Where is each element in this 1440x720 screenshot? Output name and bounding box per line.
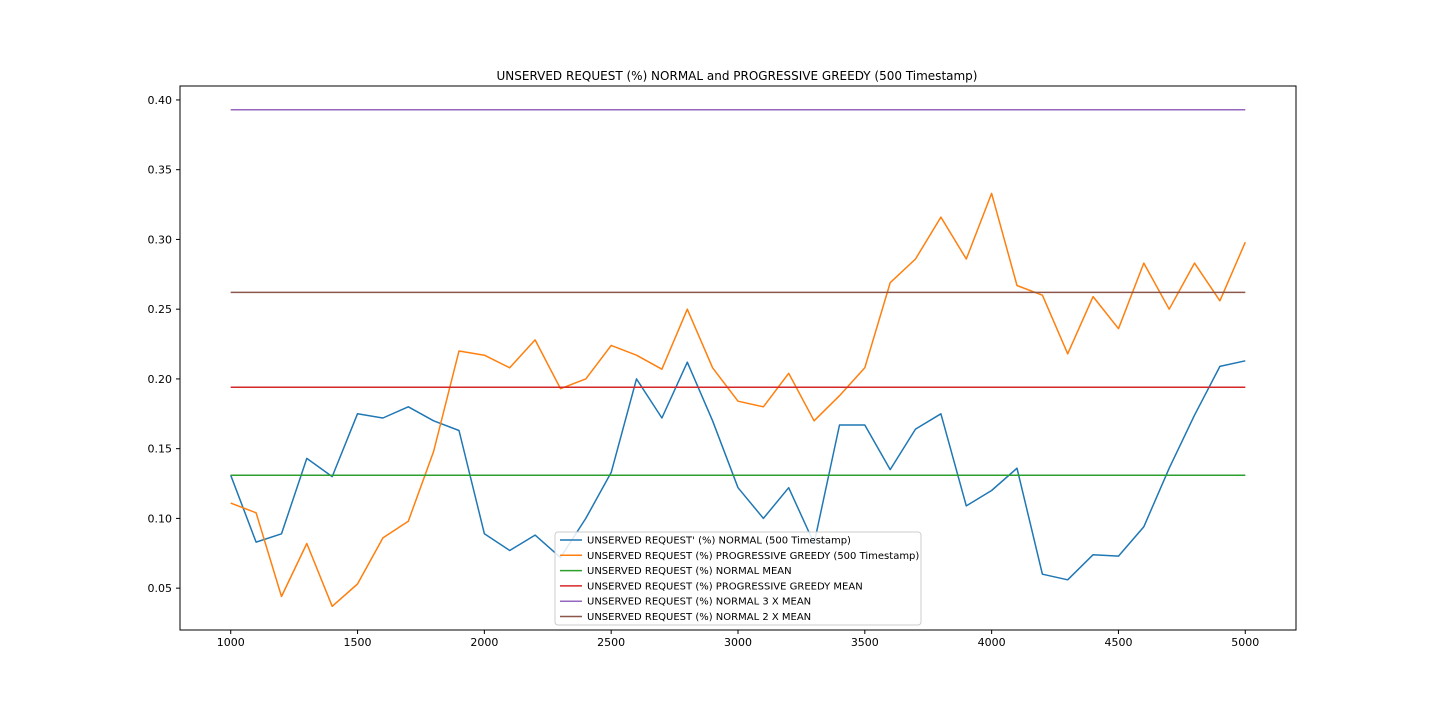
y-tick-label: 0.20 (148, 373, 173, 386)
y-tick-label: 0.35 (148, 164, 173, 177)
x-tick-label: 4000 (978, 636, 1006, 649)
x-tick-label: 3000 (724, 636, 752, 649)
legend-label: UNSERVED REQUEST (%) NORMAL 2 X MEAN (587, 612, 811, 623)
y-tick-label: 0.25 (148, 303, 173, 316)
chart-title: UNSERVED REQUEST (%) NORMAL and PROGRESS… (497, 69, 978, 83)
x-tick-label: 4500 (1104, 636, 1132, 649)
legend: UNSERVED REQUEST' (%) NORMAL (500 Timest… (554, 531, 922, 626)
x-tick-label: 5000 (1231, 636, 1259, 649)
x-tick-label: 2500 (597, 636, 625, 649)
y-tick-label: 0.10 (148, 512, 173, 525)
y-tick-label: 0.30 (148, 233, 173, 246)
x-tick-label: 3500 (851, 636, 879, 649)
legend-label: UNSERVED REQUEST (%) NORMAL 3 X MEAN (587, 597, 811, 608)
legend-box (554, 531, 922, 626)
y-axis: 0.05 0.10 0.15 0.20 0.25 0.30 0.35 0.40 (148, 94, 180, 595)
y-tick-label: 0.05 (148, 582, 173, 595)
y-tick-label: 0.40 (148, 94, 173, 107)
legend-label: UNSERVED REQUEST' (%) NORMAL (500 Timest… (587, 536, 851, 547)
series-line-2 (230, 192, 1246, 608)
x-tick-label: 1500 (344, 636, 372, 649)
x-tick-label: 2000 (470, 636, 498, 649)
legend-label: UNSERVED REQUEST (%) PROGRESSIVE GREEDY … (587, 581, 863, 592)
x-axis: 1000 1500 2000 2500 3000 3500 4000 4500 5000 (217, 630, 1259, 649)
x-tick-label: 1000 (217, 636, 245, 649)
legend-label: UNSERVED REQUEST (%) PROGRESSIVE GREEDY … (587, 551, 919, 562)
series-line-1 (229, 360, 1246, 581)
y-tick-label: 0.15 (148, 443, 173, 456)
legend-label: UNSERVED REQUEST (%) NORMAL MEAN (587, 566, 792, 577)
series-layer (229, 108, 1246, 608)
